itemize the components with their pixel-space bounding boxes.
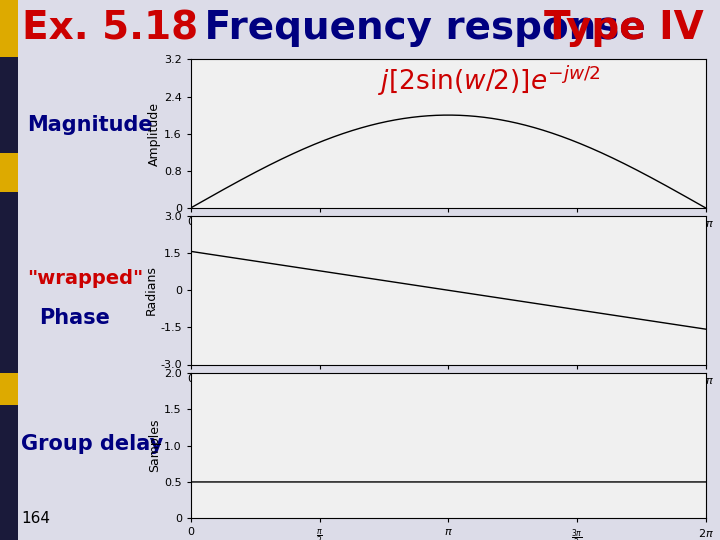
X-axis label: Radian frequency (ω): Radian frequency (ω): [381, 401, 516, 414]
Text: Group delay: Group delay: [22, 434, 163, 454]
Y-axis label: Radians: Radians: [145, 265, 158, 315]
Text: $j\left[2\sin(w/2)\right]e^{-jw/2}$: $j\left[2\sin(w/2)\right]e^{-jw/2}$: [378, 64, 601, 98]
Text: Magnitude: Magnitude: [27, 114, 152, 134]
X-axis label: Radian frequency (ω): Radian frequency (ω): [381, 244, 516, 257]
Text: Frequency response: Frequency response: [191, 9, 659, 48]
Y-axis label: Amplitude: Amplitude: [148, 102, 161, 166]
Text: Type IV: Type IV: [544, 9, 703, 48]
Text: Phase: Phase: [39, 308, 109, 328]
Y-axis label: Samples: Samples: [148, 418, 161, 472]
Text: "wrapped": "wrapped": [27, 269, 143, 288]
Text: 164: 164: [22, 510, 50, 525]
Bar: [0, 0, 18, 57]
Bar: [0, 153, 18, 192]
Bar: [0, 373, 18, 404]
Text: Ex. 5.18: Ex. 5.18: [22, 9, 198, 48]
